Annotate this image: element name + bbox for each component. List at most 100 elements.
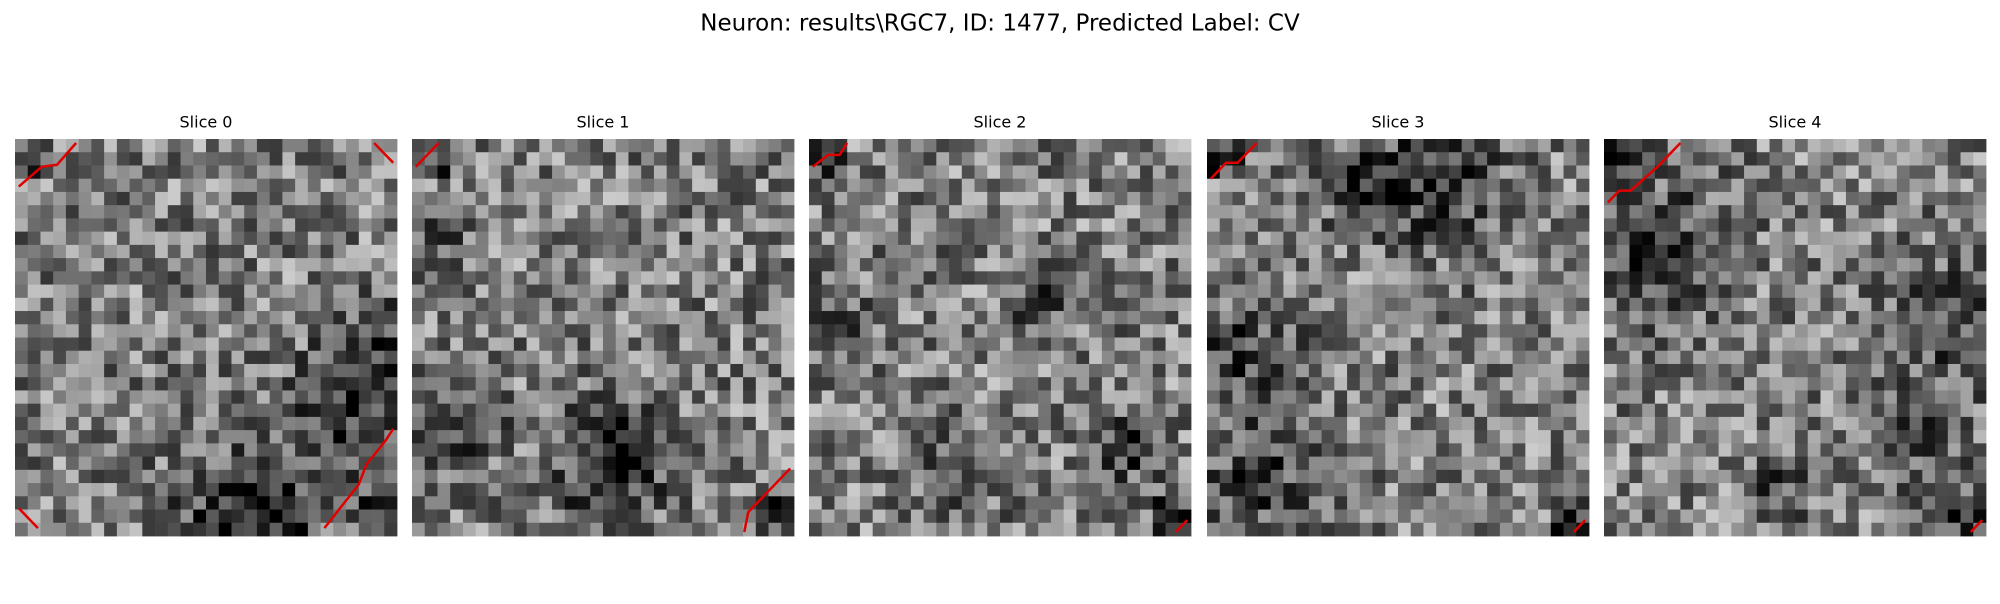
pixel xyxy=(371,430,385,444)
pixel xyxy=(1680,403,1694,418)
pixel xyxy=(1896,152,1910,166)
pixel xyxy=(1257,522,1272,537)
pixel xyxy=(1845,311,1860,325)
pixel xyxy=(1152,152,1166,166)
pixel xyxy=(1140,337,1154,352)
pixel xyxy=(1973,205,1987,219)
pixel xyxy=(65,496,80,510)
pixel xyxy=(1884,509,1898,524)
pixel xyxy=(1845,178,1860,193)
pixel xyxy=(974,139,988,153)
pixel xyxy=(307,430,321,444)
pixel xyxy=(1359,271,1373,285)
pixel xyxy=(104,152,118,166)
pixel xyxy=(768,271,782,285)
pixel xyxy=(1089,218,1103,233)
pixel xyxy=(1550,244,1564,259)
pixel xyxy=(116,297,130,312)
pixel xyxy=(539,363,553,378)
pixel xyxy=(987,205,1001,219)
pixel xyxy=(1101,297,1115,312)
pixel xyxy=(1165,496,1179,510)
pixel xyxy=(1512,205,1526,219)
pixel xyxy=(1629,284,1643,299)
pixel xyxy=(1487,258,1501,272)
pixel xyxy=(809,139,823,153)
pixel xyxy=(437,297,451,312)
pixel xyxy=(666,403,680,418)
pixel xyxy=(910,165,924,180)
pixel xyxy=(1487,416,1501,431)
pixel xyxy=(1232,231,1246,246)
pixel xyxy=(1947,284,1961,299)
pixel xyxy=(717,311,731,325)
pixel xyxy=(1038,469,1052,484)
pixel xyxy=(1207,416,1221,431)
pixel xyxy=(1604,244,1618,259)
pixel xyxy=(552,377,566,391)
pixel xyxy=(475,350,489,365)
pixel xyxy=(1436,416,1450,431)
pixel xyxy=(781,178,795,193)
pixel xyxy=(1833,284,1847,299)
pixel xyxy=(1499,416,1513,431)
pixel xyxy=(1782,218,1796,233)
pixel xyxy=(15,324,29,338)
pixel xyxy=(987,152,1001,166)
pixel xyxy=(91,152,105,166)
pixel xyxy=(859,231,874,246)
pixel xyxy=(142,244,156,259)
pixel xyxy=(1101,205,1115,219)
pixel xyxy=(1922,284,1936,299)
pixel xyxy=(834,297,848,312)
pixel xyxy=(1038,311,1052,325)
pixel xyxy=(53,297,67,312)
pixel xyxy=(269,416,283,431)
pixel xyxy=(1152,284,1166,299)
slice-title: Slice 1 xyxy=(577,113,630,132)
pixel xyxy=(1232,363,1246,378)
pixel xyxy=(1063,337,1077,352)
pixel xyxy=(1398,443,1412,457)
pixel xyxy=(847,456,861,471)
pixel xyxy=(730,178,744,193)
pixel xyxy=(307,483,321,497)
pixel xyxy=(910,271,924,285)
pixel xyxy=(936,363,950,378)
pixel xyxy=(1642,165,1656,180)
pixel xyxy=(1359,218,1373,233)
pixel xyxy=(1089,509,1103,524)
pixel xyxy=(1178,456,1192,471)
pixel xyxy=(781,231,795,246)
pixel xyxy=(513,377,527,391)
pixel xyxy=(167,165,181,180)
pixel xyxy=(1165,205,1179,219)
pixel xyxy=(1896,350,1910,365)
pixel xyxy=(1000,271,1014,285)
pixel xyxy=(666,390,680,405)
pixel xyxy=(384,284,398,299)
pixel xyxy=(320,496,334,510)
pixel xyxy=(104,297,118,312)
pixel xyxy=(513,403,527,418)
pixel xyxy=(1219,443,1233,457)
pixel xyxy=(513,205,527,219)
slice-panel: Slice 4 xyxy=(1604,113,1987,537)
pixel xyxy=(1680,218,1694,233)
pixel xyxy=(1576,165,1590,180)
pixel xyxy=(1308,139,1322,153)
pixel xyxy=(809,258,823,272)
pixel xyxy=(1769,416,1783,431)
pixel xyxy=(847,337,861,352)
pixel xyxy=(193,244,207,259)
pixel xyxy=(1245,350,1259,365)
pixel xyxy=(295,337,309,352)
pixel xyxy=(1845,456,1860,471)
pixel xyxy=(1257,456,1272,471)
pixel xyxy=(1436,337,1450,352)
pixel xyxy=(437,284,451,299)
pixel xyxy=(1025,430,1039,444)
pixel xyxy=(1769,430,1783,444)
pixel xyxy=(1858,139,1872,153)
pixel xyxy=(1423,443,1437,457)
